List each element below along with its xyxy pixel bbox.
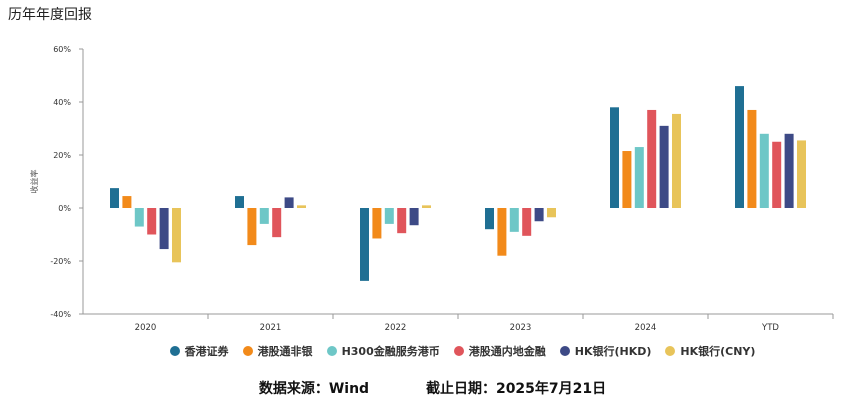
bar	[534, 208, 544, 222]
bar	[772, 141, 782, 208]
bar	[485, 208, 494, 230]
legend-swatch	[169, 346, 180, 356]
bar	[797, 140, 806, 208]
bar	[634, 147, 644, 208]
bar	[247, 208, 257, 246]
legend-item: 港股通内地金融	[453, 343, 546, 359]
legend-swatch	[559, 346, 570, 356]
data-source: 数据来源：Wind	[258, 381, 370, 397]
legend-label: 港股通内地金融	[468, 345, 546, 358]
bar	[497, 208, 507, 256]
bar-chart: -40% -20% 0% 20% 40% 60% 收益率 2020 2021 2022 2023 20…	[29, 45, 834, 333]
bar	[547, 208, 556, 218]
legend-label: H300金融服务港币	[341, 345, 440, 358]
legend-item: HK银行(CNY)	[665, 343, 755, 359]
bar	[372, 208, 382, 239]
legend-swatch	[665, 346, 676, 356]
bar	[235, 196, 244, 208]
legend-item: HK银行(HKD)	[559, 343, 652, 359]
x-tick-label: 2023	[510, 323, 532, 333]
bar	[147, 208, 157, 235]
bar	[735, 86, 744, 208]
bar	[159, 208, 169, 250]
bar	[272, 208, 282, 238]
bar	[509, 208, 519, 232]
cutoff-date: 截止日期：2025年7月21日	[425, 381, 607, 397]
bar	[647, 109, 657, 208]
x-tick-label: 2021	[260, 323, 282, 333]
bar	[522, 208, 532, 236]
legend-swatch	[453, 346, 464, 356]
legend-label: HK银行(HKD)	[574, 345, 652, 358]
bar	[259, 208, 269, 224]
legend-swatch	[242, 346, 253, 356]
y-tick-label: 60%	[53, 45, 71, 54]
y-tick-label: 0%	[58, 204, 71, 213]
y-axis-label: 收益率	[29, 170, 39, 194]
y-tick-label: -20%	[50, 257, 71, 266]
legend-label: 港股通非银	[257, 345, 313, 358]
bar	[759, 133, 769, 208]
bar	[659, 125, 669, 208]
x-tick-label: 2020	[135, 323, 157, 333]
legend-item: 港股通非银	[242, 343, 313, 359]
y-tick-label: -40%	[50, 310, 71, 319]
bar	[622, 151, 632, 208]
bar	[122, 196, 132, 208]
bar	[784, 133, 794, 208]
bar	[110, 188, 119, 208]
bar	[384, 208, 394, 224]
x-tick-label: 2022	[385, 323, 407, 333]
bar	[397, 208, 407, 234]
page-title: 历年年度回报	[8, 7, 92, 23]
bar	[284, 197, 294, 208]
legend-swatch	[326, 346, 337, 356]
x-tick-label: 2024	[635, 323, 657, 333]
bar	[297, 205, 306, 208]
bar	[172, 208, 181, 263]
bar	[422, 205, 431, 208]
bar	[134, 208, 144, 227]
y-tick-label: 40%	[53, 98, 71, 107]
x-tick-label: YTD	[761, 323, 779, 333]
bar	[747, 109, 757, 208]
bar	[610, 107, 619, 208]
footer: 数据来源：Wind 截止日期：2025年7月21日	[0, 378, 865, 398]
chart-legend: 香港证券 港股通非银 H300金融服务港币 港股通内地金融 HK银行(HKD) HK银行(…	[0, 343, 865, 359]
legend-label: 香港证券	[184, 345, 229, 358]
legend-item: H300金融服务港币	[326, 343, 440, 359]
legend-label: HK银行(CNY)	[680, 345, 756, 358]
y-tick-label: 20%	[53, 151, 71, 160]
legend-item: 香港证券	[169, 343, 229, 359]
bar	[409, 208, 419, 226]
bar	[360, 208, 369, 281]
bar	[672, 113, 681, 208]
